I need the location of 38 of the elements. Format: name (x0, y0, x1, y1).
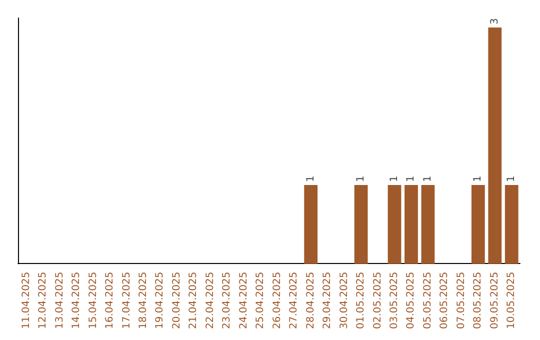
x-tick-label: 18.04.2025 (138, 272, 149, 330)
x-tick-label: 12.04.2025 (38, 272, 49, 330)
x-tick-label: 27.04.2025 (288, 272, 300, 330)
data-label: 1 (422, 176, 434, 182)
data-label: 1 (472, 176, 484, 182)
data-label: 1 (406, 176, 417, 182)
x-tick-label: 19.04.2025 (154, 272, 166, 330)
x-tick-label: 21.04.2025 (188, 272, 200, 330)
x-tick-label: 06.05.2025 (439, 272, 450, 330)
x-tick-label: 05.05.2025 (422, 272, 434, 330)
x-tick-label: 07.05.2025 (456, 272, 467, 330)
x-tick-label: 13.04.2025 (54, 272, 66, 330)
x-tick-label: 17.04.2025 (121, 272, 132, 330)
x-tick-label: 10.05.2025 (506, 272, 518, 330)
x-tick-label: 30.04.2025 (338, 272, 350, 330)
x-tick-label: 08.05.2025 (472, 272, 484, 330)
x-tick-label: 24.04.2025 (238, 272, 250, 330)
x-tick-label: 11.04.2025 (20, 272, 32, 330)
data-label: 1 (305, 176, 316, 182)
x-tick-label: 26.04.2025 (272, 272, 283, 330)
data-label: 3 (489, 18, 500, 24)
x-tick-label: 04.05.2025 (406, 272, 417, 330)
data-label: 1 (356, 176, 367, 182)
x-tick-label: 14.04.2025 (71, 272, 82, 330)
x-tick-label: 28.04.2025 (305, 272, 316, 330)
data-label: 1 (389, 176, 400, 182)
x-tick-label: 03.05.2025 (389, 272, 400, 330)
x-tick-label: 23.04.2025 (222, 272, 233, 330)
x-tick-label: 20.04.2025 (171, 272, 182, 330)
x-tick-label: 22.04.2025 (204, 272, 216, 330)
x-tick-label: 02.05.2025 (372, 272, 384, 330)
x-tick-label: 16.04.2025 (104, 272, 116, 330)
x-tick-label: 01.05.2025 (356, 272, 367, 330)
data-label: 1 (506, 176, 518, 182)
x-tick-label: 29.04.2025 (322, 272, 334, 330)
x-tick-label: 15.04.2025 (88, 272, 99, 330)
x-tick-label: 25.04.2025 (255, 272, 266, 330)
x-tick-label: 09.05.2025 (489, 272, 500, 330)
